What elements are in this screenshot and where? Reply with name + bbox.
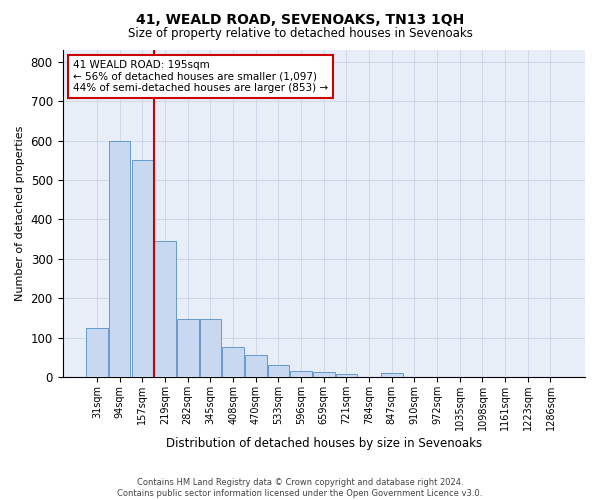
Text: 41 WEALD ROAD: 195sqm
← 56% of detached houses are smaller (1,097)
44% of semi-d: 41 WEALD ROAD: 195sqm ← 56% of detached … [73, 60, 328, 93]
Bar [86, 328, 108, 377]
Bar [177, 318, 199, 377]
Text: 41, WEALD ROAD, SEVENOAKS, TN13 1QH: 41, WEALD ROAD, SEVENOAKS, TN13 1QH [136, 12, 464, 26]
Bar [154, 241, 176, 377]
Bar [290, 371, 312, 377]
Bar [223, 348, 244, 377]
Bar [335, 374, 357, 377]
Text: Contains HM Land Registry data © Crown copyright and database right 2024.
Contai: Contains HM Land Registry data © Crown c… [118, 478, 482, 498]
Bar [131, 160, 153, 377]
Bar [109, 140, 130, 377]
Bar [245, 356, 266, 377]
Bar [200, 318, 221, 377]
Bar [313, 372, 335, 377]
Text: Size of property relative to detached houses in Sevenoaks: Size of property relative to detached ho… [128, 28, 472, 40]
Y-axis label: Number of detached properties: Number of detached properties [15, 126, 25, 301]
Bar [268, 365, 289, 377]
X-axis label: Distribution of detached houses by size in Sevenoaks: Distribution of detached houses by size … [166, 437, 482, 450]
Bar [381, 373, 403, 377]
